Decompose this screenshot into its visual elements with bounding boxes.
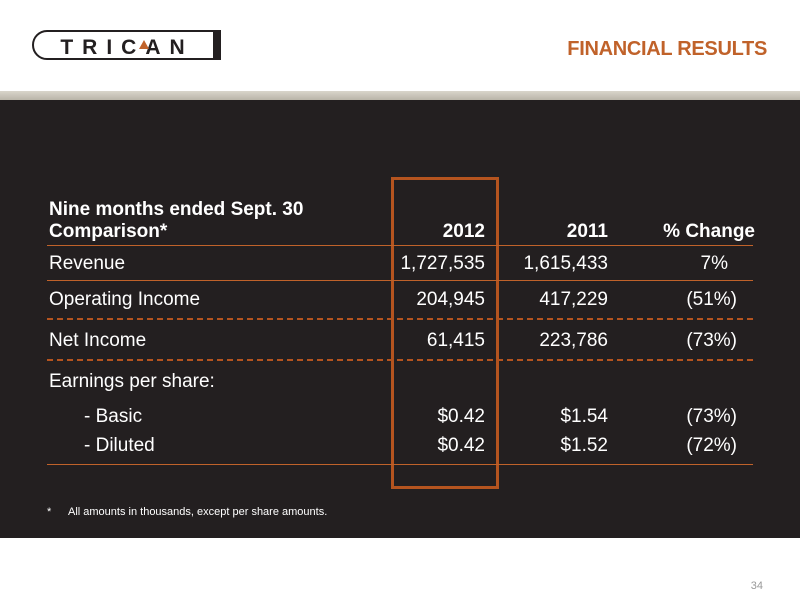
row-revenue-2012: 1,727,535 bbox=[400, 253, 485, 274]
row-revenue-label: Revenue bbox=[49, 253, 126, 274]
row-diluted-change: (72%) bbox=[686, 435, 737, 456]
row-operating-income-2012: 204,945 bbox=[416, 289, 485, 310]
row-operating-income-2011: 417,229 bbox=[539, 289, 608, 310]
row-basic-change: (73%) bbox=[686, 406, 737, 427]
footnote: * All amounts in thousands, except per sh… bbox=[47, 506, 327, 518]
row-divider-dashed bbox=[47, 318, 753, 320]
footnote-text: All amounts in thousands, except per sha… bbox=[68, 506, 328, 518]
row-net-income-2011: 223,786 bbox=[539, 330, 608, 351]
trican-logo: TRICAN bbox=[31, 28, 225, 62]
row-basic-label: - Basic bbox=[84, 406, 143, 427]
table-header-label-line1: Nine months ended Sept. 30 bbox=[49, 199, 304, 220]
table-bottom-divider bbox=[47, 464, 753, 465]
footnote-marker: * bbox=[47, 506, 52, 518]
section-title: FINANCIAL RESULTS bbox=[567, 38, 767, 60]
table-header-change: % Change bbox=[663, 221, 755, 242]
table-header-2012: 2012 bbox=[442, 221, 485, 242]
table-header-label-line2: Comparison* bbox=[49, 221, 168, 242]
table-header-2011: 2011 bbox=[566, 221, 608, 242]
column-2012-highlight bbox=[391, 177, 499, 489]
row-eps-label: Earnings per share: bbox=[49, 371, 215, 392]
row-basic-2011: $1.54 bbox=[560, 406, 608, 427]
page-number: 34 bbox=[750, 580, 763, 592]
row-net-income-change: (73%) bbox=[686, 330, 737, 351]
row-divider bbox=[47, 280, 753, 281]
row-revenue-change: 7% bbox=[700, 253, 728, 274]
row-operating-income-change: (51%) bbox=[686, 289, 737, 310]
row-divider-dashed bbox=[47, 359, 753, 361]
row-diluted-2011: $1.52 bbox=[560, 435, 608, 456]
header-divider bbox=[47, 245, 753, 246]
row-net-income-label: Net Income bbox=[49, 330, 147, 351]
row-diluted-label: - Diluted bbox=[84, 435, 155, 456]
logo-text: TRICAN bbox=[60, 36, 193, 59]
row-net-income-2012: 61,415 bbox=[426, 330, 485, 351]
row-revenue-2011: 1,615,433 bbox=[523, 253, 608, 274]
header-band bbox=[0, 91, 800, 100]
row-diluted-2012: $0.42 bbox=[437, 435, 485, 456]
row-basic-2012: $0.42 bbox=[437, 406, 485, 427]
row-operating-income-label: Operating Income bbox=[49, 289, 201, 310]
